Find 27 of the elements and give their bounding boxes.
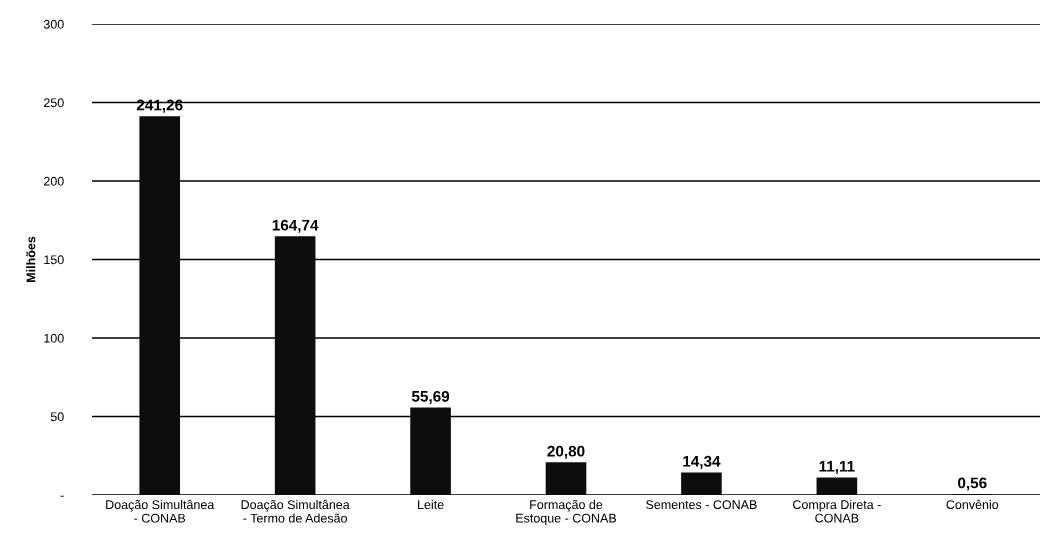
y-tick-label: 300 bbox=[43, 19, 64, 29]
y-tick-label: 100 bbox=[44, 333, 64, 343]
x-tick-label: Doação Simultânea - CONAB bbox=[106, 499, 215, 523]
y-axis-title: Milhões bbox=[26, 236, 36, 282]
bar bbox=[816, 477, 858, 495]
bar bbox=[681, 472, 722, 495]
x-tick-label: Compra Direta - CONAB bbox=[793, 499, 881, 523]
data-label: 14,34 bbox=[683, 455, 721, 469]
y-tick-label: 250 bbox=[44, 98, 64, 108]
data-label: 164,74 bbox=[272, 219, 319, 233]
y-tick-label: 50 bbox=[50, 412, 64, 422]
bar bbox=[410, 407, 451, 495]
bar bbox=[274, 236, 316, 495]
bar bbox=[545, 462, 587, 495]
data-label: 55,69 bbox=[411, 390, 450, 404]
x-tick-label: Sementes - CONAB bbox=[646, 500, 757, 510]
y-tick-label: - bbox=[60, 495, 64, 497]
data-label: 11,11 bbox=[819, 461, 855, 474]
bar bbox=[139, 116, 181, 495]
x-tick-label: Doação Simultânea - Termo de Adesão bbox=[241, 499, 350, 523]
x-tick-label: Convênio bbox=[946, 499, 999, 510]
x-tick-label: Formação de Estoque - CONAB bbox=[516, 499, 617, 526]
data-label: 0,56 bbox=[958, 477, 987, 491]
y-tick-label: 150 bbox=[44, 255, 64, 265]
data-label: 20,80 bbox=[547, 445, 585, 459]
x-tick-label: Leite bbox=[418, 499, 444, 510]
y-tick-label: 200 bbox=[44, 176, 64, 186]
